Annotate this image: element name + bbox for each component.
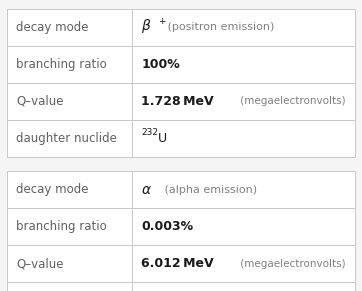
Text: $\mathit{\alpha}$: $\mathit{\alpha}$ bbox=[141, 182, 152, 197]
Text: Q–value: Q–value bbox=[16, 95, 64, 108]
Text: Q–value: Q–value bbox=[16, 257, 64, 270]
Text: +: + bbox=[159, 17, 166, 26]
Text: branching ratio: branching ratio bbox=[16, 58, 107, 71]
Text: (alpha emission): (alpha emission) bbox=[161, 184, 257, 195]
Text: (positron emission): (positron emission) bbox=[164, 22, 274, 32]
Text: daughter nuclide: daughter nuclide bbox=[16, 132, 117, 145]
Text: 232: 232 bbox=[141, 128, 158, 137]
Text: (megaelectronvolts): (megaelectronvolts) bbox=[237, 258, 346, 269]
Bar bbox=[7, 9, 355, 157]
Text: 0.003%: 0.003% bbox=[141, 220, 193, 233]
Text: decay mode: decay mode bbox=[16, 183, 89, 196]
Text: decay mode: decay mode bbox=[16, 21, 89, 34]
Text: 6.012 MeV: 6.012 MeV bbox=[141, 257, 214, 270]
Bar bbox=[7, 171, 355, 291]
Text: branching ratio: branching ratio bbox=[16, 220, 107, 233]
Text: 1.728 MeV: 1.728 MeV bbox=[141, 95, 214, 108]
Text: U: U bbox=[157, 132, 167, 145]
Text: 100%: 100% bbox=[141, 58, 180, 71]
Text: (megaelectronvolts): (megaelectronvolts) bbox=[237, 96, 346, 106]
Text: $\mathit{\beta}$: $\mathit{\beta}$ bbox=[141, 17, 152, 35]
